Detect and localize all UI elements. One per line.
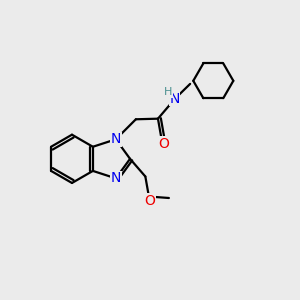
Text: N: N: [111, 132, 121, 146]
Text: N: N: [169, 92, 180, 106]
Text: H: H: [164, 87, 172, 97]
Text: N: N: [111, 171, 121, 185]
Text: O: O: [144, 194, 155, 208]
Text: O: O: [158, 137, 169, 151]
